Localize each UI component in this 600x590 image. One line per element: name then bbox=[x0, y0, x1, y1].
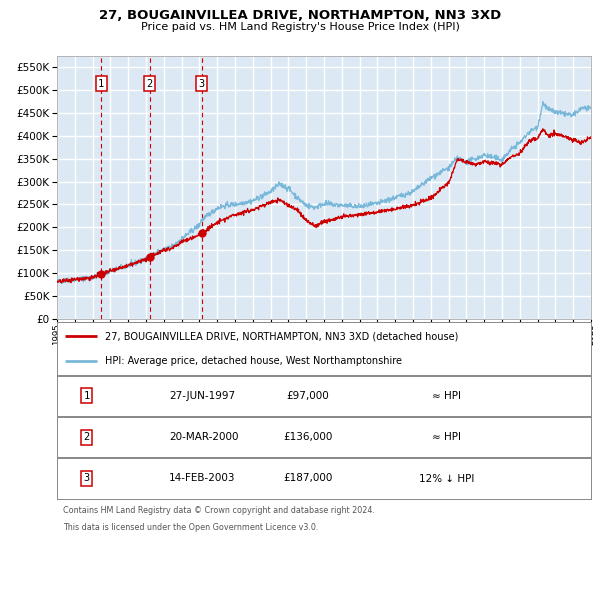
Text: 27, BOUGAINVILLEA DRIVE, NORTHAMPTON, NN3 3XD (detached house): 27, BOUGAINVILLEA DRIVE, NORTHAMPTON, NN… bbox=[105, 332, 458, 342]
Text: 1: 1 bbox=[98, 78, 104, 88]
Text: 1: 1 bbox=[83, 391, 89, 401]
Text: £187,000: £187,000 bbox=[283, 474, 332, 483]
Text: 2: 2 bbox=[146, 78, 153, 88]
Text: ≈ HPI: ≈ HPI bbox=[433, 432, 461, 442]
Text: 3: 3 bbox=[83, 474, 89, 483]
Text: Price paid vs. HM Land Registry's House Price Index (HPI): Price paid vs. HM Land Registry's House … bbox=[140, 22, 460, 32]
Text: Contains HM Land Registry data © Crown copyright and database right 2024.: Contains HM Land Registry data © Crown c… bbox=[63, 506, 375, 514]
Text: 3: 3 bbox=[199, 78, 205, 88]
Text: ≈ HPI: ≈ HPI bbox=[433, 391, 461, 401]
Text: 27, BOUGAINVILLEA DRIVE, NORTHAMPTON, NN3 3XD: 27, BOUGAINVILLEA DRIVE, NORTHAMPTON, NN… bbox=[99, 9, 501, 22]
Text: £97,000: £97,000 bbox=[287, 391, 329, 401]
Text: 14-FEB-2003: 14-FEB-2003 bbox=[169, 474, 236, 483]
Text: 12% ↓ HPI: 12% ↓ HPI bbox=[419, 474, 475, 483]
Text: £136,000: £136,000 bbox=[283, 432, 332, 442]
Text: 2: 2 bbox=[83, 432, 89, 442]
Text: 20-MAR-2000: 20-MAR-2000 bbox=[169, 432, 239, 442]
Text: 27-JUN-1997: 27-JUN-1997 bbox=[169, 391, 235, 401]
Text: HPI: Average price, detached house, West Northamptonshire: HPI: Average price, detached house, West… bbox=[105, 356, 402, 366]
Text: This data is licensed under the Open Government Licence v3.0.: This data is licensed under the Open Gov… bbox=[63, 523, 319, 532]
